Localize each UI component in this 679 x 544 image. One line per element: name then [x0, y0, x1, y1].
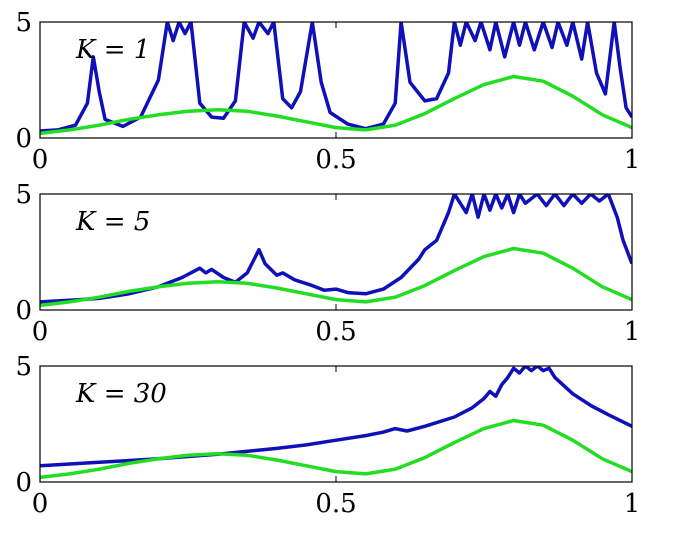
x-tick-label: 0	[32, 489, 49, 519]
y-tick-label: 0	[15, 124, 32, 154]
x-tick-label: 1	[624, 489, 641, 519]
series-line-2	[40, 418, 632, 480]
panel-label: K = 1	[75, 35, 150, 65]
x-tick-label: 1	[624, 317, 641, 347]
series-line-2	[40, 246, 632, 308]
panel-label: K = 30	[75, 379, 167, 409]
x-tick-label: 0.5	[315, 145, 356, 175]
panel-3: 0 0.5 1 0 5 K = 30	[15, 352, 640, 519]
series-line-1	[40, 194, 632, 304]
panel-label: K = 5	[75, 207, 150, 237]
y-tick-label: 0	[15, 468, 32, 498]
panel-1: 0 0.5 1 0 5 K = 1	[15, 8, 640, 175]
y-tick-label: 5	[15, 352, 32, 382]
x-tick-label: 0	[32, 317, 49, 347]
x-tick-label: 0.5	[315, 489, 356, 519]
x-tick-label: 0.5	[315, 317, 356, 347]
series-line-1	[40, 366, 632, 468]
series-line-2	[40, 74, 632, 136]
panel-2: 0 0.5 1 0 5 K = 5	[15, 180, 640, 347]
y-tick-label: 5	[15, 8, 32, 38]
x-tick-label: 1	[624, 145, 641, 175]
series-line-1	[40, 22, 632, 133]
y-tick-label: 0	[15, 296, 32, 326]
y-tick-label: 5	[15, 180, 32, 210]
x-tick-label: 0	[32, 145, 49, 175]
